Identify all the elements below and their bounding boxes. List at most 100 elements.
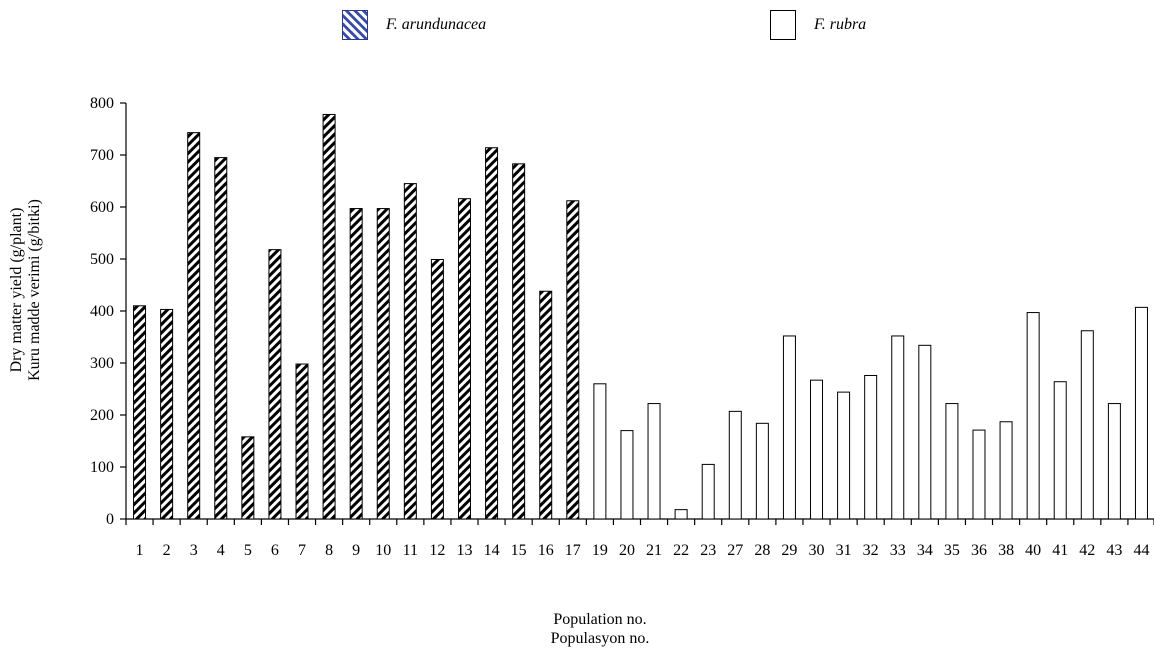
y-tick-label: 600 (90, 199, 114, 216)
bar (241, 436, 255, 520)
y-tick-label: 400 (90, 303, 114, 320)
bar (782, 335, 796, 520)
bar (593, 383, 607, 520)
bar (620, 430, 634, 520)
x-tick-label: 10 (375, 542, 391, 559)
bar (214, 157, 228, 520)
x-tick-label: 4 (217, 542, 225, 559)
bar (1107, 403, 1121, 520)
x-tick-label: 33 (890, 542, 906, 559)
x-tick-label: 13 (456, 542, 472, 559)
legend-label-arundunacea: F. arundunacea (386, 16, 487, 33)
bar (891, 335, 905, 520)
x-tick-label: 21 (646, 542, 662, 559)
x-tick-label: 17 (565, 542, 581, 559)
x-tick-label: 12 (429, 542, 445, 559)
y-axis-title: Dry matter yield (g/plant) Kuru madde ve… (6, 160, 46, 420)
x-axis-title-line-1: Population no. (553, 611, 647, 628)
bar (647, 403, 661, 520)
bar (1134, 306, 1148, 520)
x-tick-label: 3 (190, 542, 198, 559)
bar (512, 163, 526, 520)
bar (349, 208, 363, 520)
x-tick-label: 34 (917, 542, 933, 559)
x-tick-label: 30 (809, 542, 825, 559)
x-tick-label: 22 (673, 542, 689, 559)
x-tick-label: 19 (592, 542, 608, 559)
y-tick-label: 300 (90, 355, 114, 372)
bar (268, 249, 282, 520)
bar (864, 374, 878, 520)
x-tick-label: 35 (944, 542, 960, 559)
bar (430, 259, 444, 520)
bars (133, 113, 1148, 520)
y-tick-label: 200 (90, 407, 114, 424)
bar (160, 308, 174, 520)
y-axis-title-line-2: Kuru madde verimi (g/bitki) (26, 199, 43, 381)
y-tick-label: 800 (90, 95, 114, 112)
bar (1026, 312, 1040, 520)
bar (403, 183, 417, 520)
y-tick-label: 0 (106, 511, 114, 528)
bar (755, 422, 769, 520)
x-tick-label: 16 (538, 542, 554, 559)
x-tick-label: 40 (1025, 542, 1041, 559)
x-tick-label: 31 (836, 542, 852, 559)
x-tick-label: 9 (352, 542, 360, 559)
x-tick-label: 6 (271, 542, 279, 559)
bar (918, 344, 932, 520)
x-tick-label: 2 (163, 542, 171, 559)
x-tick-label: 32 (863, 542, 879, 559)
y-tick-label: 700 (90, 147, 114, 164)
y-axis-title-line-1: Dry matter yield (g/plant) (8, 207, 25, 373)
y-tick-label: 500 (90, 251, 114, 268)
x-tick-label: 7 (298, 542, 306, 559)
bar (485, 147, 499, 520)
x-tick-label: 44 (1133, 542, 1149, 559)
x-tick-label: 43 (1106, 542, 1122, 559)
bar (945, 403, 959, 520)
legend-item-rubra: F. rubra (770, 8, 866, 42)
x-tick-label: 14 (484, 542, 500, 559)
hatched-swatch-icon (342, 10, 368, 40)
bar (674, 509, 688, 520)
bar (295, 363, 309, 520)
x-axis: 1 2 3 4 5 6 7 8 9 10 11 12 13 14 15 16 17 19 20 21 22 23 27 28 2… (125, 518, 1154, 559)
bar (376, 208, 390, 520)
bar (539, 290, 553, 520)
x-tick-label: 23 (700, 542, 716, 559)
x-tick-label: 42 (1079, 542, 1095, 559)
x-tick-label: 5 (244, 542, 252, 559)
bar (728, 410, 742, 520)
bar (566, 200, 580, 520)
x-tick-label: 41 (1052, 542, 1068, 559)
bar (701, 463, 715, 520)
bar (187, 132, 201, 520)
x-tick-label: 1 (136, 542, 144, 559)
x-tick-label: 27 (727, 542, 743, 559)
legend-item-arundunacea: F. arundunacea (342, 8, 486, 42)
y-axis: 0 100 200 300 400 500 600 700 800 (90, 95, 127, 528)
bar (1053, 381, 1067, 520)
x-tick-label: 8 (325, 542, 333, 559)
bar (999, 421, 1013, 520)
x-tick-label: 28 (754, 542, 770, 559)
x-tick-label: 29 (781, 542, 797, 559)
bar (810, 379, 824, 520)
bar (322, 113, 336, 520)
bar (972, 429, 986, 520)
bar (133, 305, 147, 520)
x-tick-label: 38 (998, 542, 1014, 559)
plain-swatch-icon (770, 10, 796, 40)
x-axis-title-line-2: Populasyon no. (550, 630, 650, 647)
bar (457, 198, 471, 520)
x-tick-label: 36 (971, 542, 987, 559)
x-tick-label: 11 (403, 542, 418, 559)
y-tick-label: 100 (90, 459, 114, 476)
x-axis-title: Population no. Populasyon no. (490, 610, 710, 648)
bar (837, 391, 851, 520)
x-tick-label: 15 (511, 542, 527, 559)
legend-label-rubra: F. rubra (814, 16, 867, 33)
bar (1080, 330, 1094, 520)
